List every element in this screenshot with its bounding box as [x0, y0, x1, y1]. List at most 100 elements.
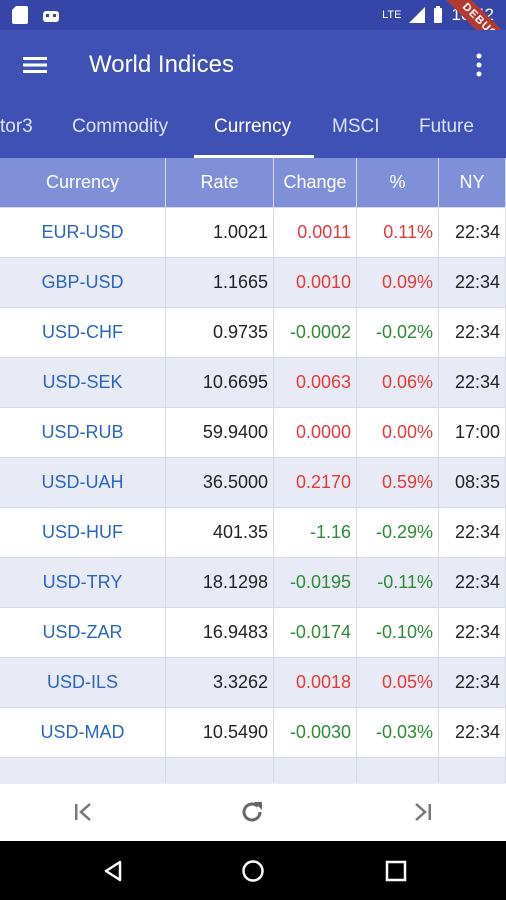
percent-value: 0.00%	[357, 408, 439, 458]
ny-time: 22:34	[439, 308, 506, 358]
ny-time: 22:34	[439, 208, 506, 258]
empty-cell	[357, 758, 439, 783]
ny-time: 08:35	[439, 458, 506, 508]
table-row[interactable]: USD-CHF 0.9735 -0.0002 -0.02% 22:34	[0, 308, 506, 358]
change-value: -1.16	[274, 508, 357, 558]
tab-future[interactable]: Future	[419, 116, 474, 137]
change-value: 0.0010	[274, 258, 357, 308]
rate-value: 3.3262	[166, 658, 274, 708]
rate-value: 0.9735	[166, 308, 274, 358]
sd-card-icon	[12, 6, 28, 24]
currency-pair[interactable]: USD-UAH	[0, 458, 166, 508]
percent-value: -0.03%	[357, 708, 439, 758]
last-page-icon[interactable]	[410, 800, 434, 824]
column-header-rate[interactable]: Rate	[166, 158, 274, 208]
table-row[interactable]: USD-ZAR 16.9483 -0.0174 -0.10% 22:34	[0, 608, 506, 658]
change-value: -0.0030	[274, 708, 357, 758]
lte-label: LTE	[382, 9, 402, 21]
percent-value: 0.11%	[357, 208, 439, 258]
battery-icon	[433, 6, 443, 24]
home-icon[interactable]	[241, 859, 265, 883]
table-row[interactable]: USD-RUB 59.9400 0.0000 0.00% 17:00	[0, 408, 506, 458]
change-value: 0.0018	[274, 658, 357, 708]
ny-time: 22:34	[439, 658, 506, 708]
table-row[interactable]: EUR-USD 1.0021 0.0011 0.11% 22:34	[0, 208, 506, 258]
currency-pair[interactable]: USD-ZAR	[0, 608, 166, 658]
column-header-percent[interactable]: %	[357, 158, 439, 208]
menu-icon[interactable]	[22, 52, 48, 78]
table-header-row: Currency Rate Change % NY	[0, 158, 506, 208]
first-page-icon[interactable]	[72, 800, 96, 824]
android-icon	[42, 6, 60, 24]
page-title: World Indices	[89, 51, 234, 78]
percent-value: 0.06%	[357, 358, 439, 408]
system-nav-bar	[0, 841, 506, 900]
tab-indicator3[interactable]: tor3	[0, 116, 33, 137]
back-icon[interactable]	[101, 859, 125, 883]
currency-pair[interactable]: EUR-USD	[0, 208, 166, 258]
status-bar: LTE 10:42 DEBUG	[0, 0, 506, 70]
change-value: 0.2170	[274, 458, 357, 508]
rate-value: 18.1298	[166, 558, 274, 608]
currency-pair[interactable]: USD-HUF	[0, 508, 166, 558]
ny-time: 22:34	[439, 358, 506, 408]
percent-value: -0.11%	[357, 558, 439, 608]
percent-value: 0.05%	[357, 658, 439, 708]
ny-time: 22:34	[439, 508, 506, 558]
tab-msci[interactable]: MSCI	[332, 116, 380, 137]
active-tab-indicator	[194, 155, 314, 158]
percent-value: -0.10%	[357, 608, 439, 658]
recents-icon[interactable]	[384, 859, 408, 883]
percent-value: 0.09%	[357, 258, 439, 308]
column-header-currency[interactable]: Currency	[0, 158, 166, 208]
currency-pair[interactable]: USD-ILS	[0, 658, 166, 708]
table-row[interactable]: USD-ILS 3.3262 0.0018 0.05% 22:34	[0, 658, 506, 708]
ny-time: 22:34	[439, 708, 506, 758]
percent-value: -0.02%	[357, 308, 439, 358]
status-left	[12, 6, 60, 24]
percent-value: 0.59%	[357, 458, 439, 508]
ny-time: 22:34	[439, 608, 506, 658]
tab-bar: tor3 Commodity Currency MSCI Future	[0, 100, 506, 158]
rate-value: 36.5000	[166, 458, 274, 508]
rate-value: 1.1665	[166, 258, 274, 308]
currency-pair[interactable]: USD-MAD	[0, 708, 166, 758]
refresh-icon[interactable]	[238, 798, 266, 826]
currency-pair[interactable]: USD-RUB	[0, 408, 166, 458]
change-value: 0.0063	[274, 358, 357, 408]
change-value: 0.0011	[274, 208, 357, 258]
tab-currency[interactable]: Currency	[214, 116, 292, 137]
table-row[interactable]: USD-SEK 10.6695 0.0063 0.06% 22:34	[0, 358, 506, 408]
pagination-bar	[0, 783, 506, 842]
column-header-ny[interactable]: NY	[439, 158, 506, 208]
more-vert-icon[interactable]	[470, 52, 488, 78]
table-row[interactable]: USD-TRY 18.1298 -0.0195 -0.11% 22:34	[0, 558, 506, 608]
ny-time: 22:34	[439, 258, 506, 308]
ny-time: 17:00	[439, 408, 506, 458]
rate-value: 10.5490	[166, 708, 274, 758]
currency-pair[interactable]: USD-CHF	[0, 308, 166, 358]
currency-pair[interactable]: USD-TRY	[0, 558, 166, 608]
rate-value: 10.6695	[166, 358, 274, 408]
rate-value: 16.9483	[166, 608, 274, 658]
currency-pair[interactable]: GBP-USD	[0, 258, 166, 308]
empty-cell	[166, 758, 274, 783]
change-value: -0.0174	[274, 608, 357, 658]
table-row[interactable]: USD-MAD 10.5490 -0.0030 -0.03% 22:34	[0, 708, 506, 758]
currency-pair[interactable]: USD-SEK	[0, 358, 166, 408]
ny-time: 22:34	[439, 558, 506, 608]
table-row[interactable]: USD-HUF 401.35 -1.16 -0.29% 22:34	[0, 508, 506, 558]
signal-icon	[409, 7, 426, 23]
column-header-change[interactable]: Change	[274, 158, 357, 208]
rate-value: 401.35	[166, 508, 274, 558]
empty-cell	[274, 758, 357, 783]
rate-value: 1.0021	[166, 208, 274, 258]
currency-table: Currency Rate Change % NY EUR-USD 1.0021…	[0, 158, 506, 783]
table-row[interactable]: GBP-USD 1.1665 0.0010 0.09% 22:34	[0, 258, 506, 308]
change-value: 0.0000	[274, 408, 357, 458]
tab-commodity[interactable]: Commodity	[72, 116, 169, 137]
change-value: -0.0002	[274, 308, 357, 358]
empty-cell	[0, 758, 166, 783]
rate-value: 59.9400	[166, 408, 274, 458]
table-row[interactable]: USD-UAH 36.5000 0.2170 0.59% 08:35	[0, 458, 506, 508]
